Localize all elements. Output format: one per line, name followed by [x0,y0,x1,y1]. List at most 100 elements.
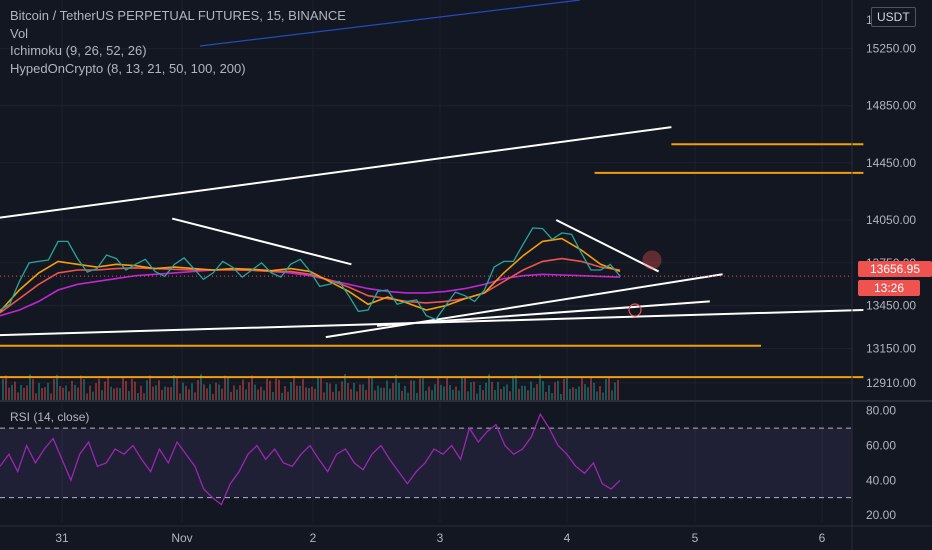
volume-bar [191,383,193,400]
volume-bar [17,392,19,400]
price-tick-label: 15250.00 [866,42,916,56]
volume-bar [248,382,250,400]
volume-bar [14,381,16,400]
volume-bar [596,391,598,400]
volume-bar [341,381,343,400]
volume-bar [455,386,457,400]
trendline [0,126,672,219]
moving-average-line [0,268,621,317]
volume-bar [347,383,349,400]
volume-bar [428,386,430,400]
volume-bar [404,385,406,400]
volume-bar [593,382,595,400]
volume-bar [515,375,517,400]
volume-bar [95,383,97,400]
volume-bar [38,383,40,400]
volume-bar [218,384,220,400]
volume-bar [449,385,451,400]
volume-bar [116,387,118,400]
volume-bar [176,378,178,400]
legend-ichimoku[interactable]: Ichimoku (9, 26, 52, 26) [10,43,147,58]
volume-bar [431,390,433,400]
volume-bar [149,375,151,400]
volume-bar [140,385,142,400]
volume-bar [380,387,382,400]
volume-bar [26,385,28,400]
currency-button[interactable]: USDT [871,7,916,27]
volume-bar [185,385,187,400]
price-tick-label: 12910.00 [866,376,916,390]
volume-bar [464,377,466,400]
volume-bar [83,379,85,400]
volume-bar [500,389,502,400]
volume-bar [425,390,427,400]
volume-bar [65,385,67,400]
volume-bar [44,387,46,400]
volume-bar [602,392,604,400]
volume-bar [155,385,157,400]
volume-bar [452,389,454,400]
volume-bar [275,378,277,400]
moving-average-line [0,257,621,314]
volume-bar [359,384,361,400]
volume-bar [554,382,556,400]
volume-bar [257,389,259,400]
volume-bar [221,388,223,400]
time-tick-label: 2 [310,531,317,545]
volume-bar [527,390,529,400]
legend-volume[interactable]: Vol [10,26,29,41]
rsi-tick-label: 60.00 [866,438,896,452]
volume-bar [488,374,490,400]
volume-bar [203,384,205,400]
volume-bar [254,384,256,400]
price-axis-labels: 15250.0014850.0014450.0014050.0013750.00… [866,13,916,390]
price-tick-label: 13450.00 [866,299,916,313]
price-tick-label: 14850.00 [866,99,916,113]
volume-bar [98,378,100,400]
volume-bar [245,389,247,400]
rsi-line [0,412,621,506]
volume-bar [188,389,190,400]
candle-timer-badge: 13:26 [858,280,920,296]
rsi-pane [0,412,852,506]
legend-rsi[interactable]: RSI (14, close) [10,410,90,424]
volume-bar [368,376,370,400]
volume-bar [350,389,352,400]
volume-bar [146,380,148,400]
volume-bar [383,387,385,400]
grid [0,0,852,522]
volume-bar [236,389,238,400]
volume-bar [410,380,412,400]
volume-bar [131,378,133,400]
volume-bar [395,374,397,400]
volume-bar [152,386,154,400]
volume-bar [542,381,544,400]
volume-bar [530,381,532,400]
trendline [171,217,352,266]
volume-bar [407,392,409,400]
volume-bar [566,376,568,400]
volume-bar [197,380,199,400]
volume-bar [479,385,481,400]
volume-bar [533,387,535,400]
volume-bar [374,390,376,400]
volume-bar [68,391,70,400]
volume-bar [461,377,463,400]
drawn-trendlines [0,0,864,379]
marker-circle [628,303,642,317]
volume-bar [521,385,523,400]
volume-bar [11,384,13,400]
volume-bar [209,384,211,400]
volume-bar [89,385,91,400]
volume-bar [482,390,484,400]
volume-bar [446,377,448,400]
volume-bar [419,378,421,400]
volume-bar [458,390,460,400]
volume-bar [611,390,613,400]
volume-bar [584,384,586,400]
volume-bar [539,374,541,400]
legend-hypedoncrypto[interactable]: HypedOnCrypto (8, 13, 21, 50, 100, 200) [10,61,246,76]
volume-bar [137,393,139,400]
